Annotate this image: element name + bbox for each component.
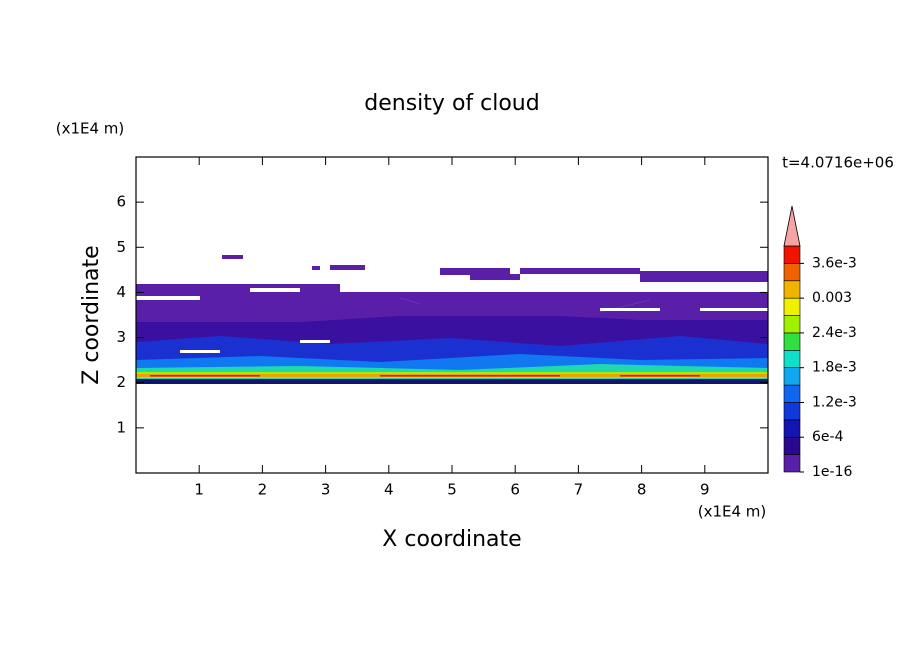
colorbar-band [783, 315, 801, 334]
colorbar-tick-label: 6e-4 [812, 429, 844, 445]
y-tick-label: 2 [116, 373, 126, 391]
colorbar-band [783, 454, 801, 473]
colorbar-band [783, 332, 801, 351]
x-tick-label: 9 [700, 481, 710, 499]
cloud-red [150, 375, 700, 377]
colorbar-band [783, 436, 801, 455]
y-tick-label: 1 [116, 418, 126, 436]
contour-field [136, 255, 768, 384]
colorbar-band [783, 350, 801, 368]
y-tick-label: 6 [116, 193, 126, 211]
colorbar-band [783, 367, 801, 386]
colorbar-band [783, 297, 801, 316]
colorbar-tick-label: 1.8e-3 [812, 360, 857, 376]
y-tick-label: 4 [116, 283, 126, 301]
x-tick-label: 8 [637, 481, 647, 499]
colorbar-tick-label: 0.003 [812, 290, 852, 306]
x-tick-label: 5 [447, 481, 457, 499]
x-tick-label: 7 [574, 481, 584, 499]
colorbar-band [783, 280, 801, 299]
y-tick-label: 3 [116, 328, 126, 346]
colorbar-band [783, 245, 801, 264]
colorbar-extend [783, 205, 801, 247]
colorbar-tick-label: 1.2e-3 [812, 394, 857, 410]
colorbar-band [783, 384, 801, 403]
x-tick-label: 6 [510, 481, 520, 499]
x-tick-label: 1 [194, 481, 204, 499]
x-unit: (x1E4 m) [698, 503, 767, 521]
colorbar-tick-label: 3.6e-3 [812, 255, 857, 271]
colorbar-tick-label: 2.4e-3 [812, 325, 857, 341]
cloud-patches [222, 255, 768, 282]
colorbar-band [783, 419, 801, 438]
time-label: t=4.0716e+06 [782, 154, 894, 172]
x-tick-label: 3 [321, 481, 331, 499]
y-unit: (x1E4 m) [56, 120, 125, 138]
colorbar-tick-label: 1e-16 [812, 464, 852, 480]
y-axis-label: Z coordinate [79, 245, 104, 384]
x-tick-label: 4 [384, 481, 394, 499]
colorbar-band [783, 263, 801, 282]
x-tick-label: 2 [258, 481, 268, 499]
chart-title: density of cloud [364, 91, 539, 116]
x-axis-label: X coordinate [382, 527, 521, 552]
y-tick-label: 5 [116, 238, 126, 256]
colorbar-band [783, 402, 801, 421]
cloud-base [136, 379, 768, 384]
